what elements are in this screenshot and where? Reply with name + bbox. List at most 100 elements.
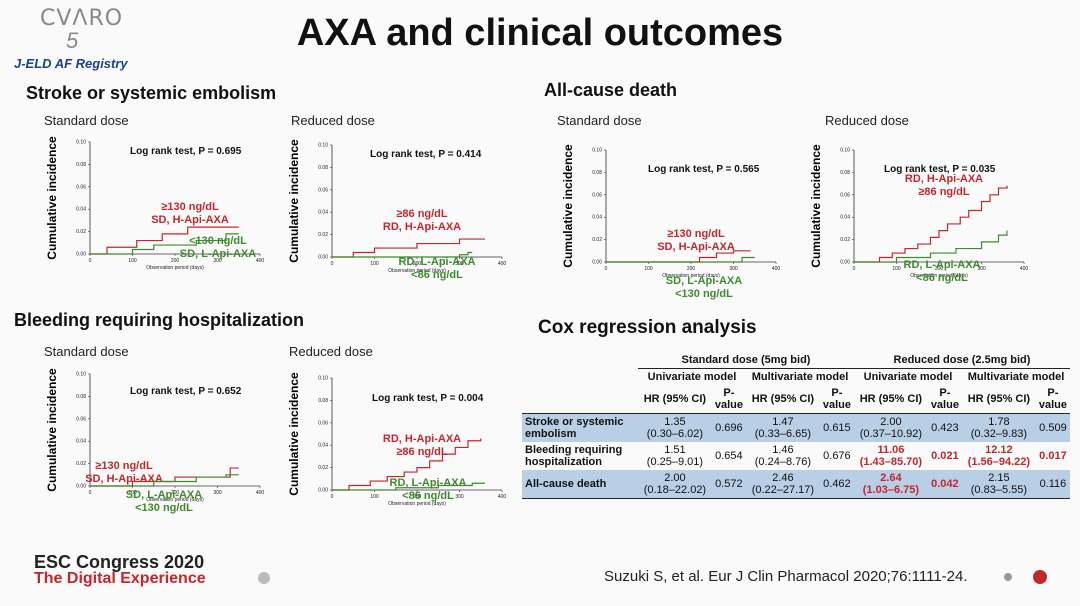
cox-hr-value: 1.35 <box>664 416 686 428</box>
cox-cell-p: 0.676 <box>819 442 854 470</box>
cox-model-header: Multivariate model <box>967 371 1065 383</box>
cox-hr-value: 2.15 <box>988 472 1010 484</box>
x-tick-label: 0 <box>605 266 608 272</box>
y-tick-label: 0.08 <box>76 394 86 400</box>
x-tick-label: 400 <box>498 261 507 267</box>
series-label: SD, L-Api-AXA <box>666 275 742 287</box>
cox-hr-ci: (0.30–6.02) <box>646 428 704 440</box>
cox-cell-hr: 2.46 (0.22–27.17) <box>745 470 820 499</box>
cox-hr-value: 11.06 <box>877 444 905 456</box>
x-tick-label: 400 <box>256 258 265 264</box>
x-axis-label: Observation period (days) <box>146 265 204 271</box>
cox-hr-value: 2.46 <box>772 472 794 484</box>
km-chart-death-standard: 0.00 0.02 0.04 0.06 0.08 0.10 0 100 200 300 400 Obs… <box>556 140 786 300</box>
subtitle-stroke-sd: Standard dose <box>44 113 129 128</box>
km-chart-bleeding-standard: 0.00 0.02 0.04 0.06 0.08 0.10 0 100 200 300 400 Obs… <box>40 364 270 519</box>
km-chart-death-reduced: 0.00 0.02 0.04 0.06 0.08 0.10 0 100 200 300 400 Obs… <box>804 140 1034 295</box>
y-tick-label: 0.08 <box>840 170 850 176</box>
cox-cell-hr: 11.06 (1.43–85.70) <box>853 442 928 470</box>
cox-model-header: Multivariate model <box>751 371 849 383</box>
cox-cell-p: 0.509 <box>1035 413 1070 442</box>
km-curve-low <box>90 233 239 255</box>
cox-cell-hr: 12.12 (1.56–94.22) <box>961 442 1036 470</box>
x-tick-label: 0 <box>331 261 334 267</box>
km-curve-low <box>90 474 239 487</box>
x-tick-label: 0 <box>853 266 856 272</box>
subtitle-bleed-sd: Standard dose <box>44 344 129 359</box>
y-tick-label: 0.10 <box>76 372 86 378</box>
km-curve-low <box>332 251 473 258</box>
cox-cell-hr: 2.00 (0.18–22.02) <box>638 470 712 499</box>
series-label: ≥130 ng/dL <box>667 228 725 240</box>
y-tick-label: 0.02 <box>318 232 328 238</box>
series-label: RD, L-Api-AXA <box>904 259 981 271</box>
series-label: SD, L-Api-AXA <box>126 489 202 501</box>
y-tick-label: 0.00 <box>76 252 86 258</box>
cox-col-p: P-value <box>930 387 959 411</box>
log-rank-annotation: Log rank test, P = 0.652 <box>130 386 242 397</box>
cox-cell-p: 0.654 <box>711 442 746 470</box>
y-tick-label: 0.10 <box>318 376 328 382</box>
cox-title: Cox regression analysis <box>538 317 757 338</box>
y-tick-label: 0.04 <box>840 215 850 221</box>
km-curve-low <box>606 256 755 263</box>
km-plot: 0.00 0.02 0.04 0.06 0.08 0.10 0 100 200 300 400 Obs… <box>45 368 264 514</box>
x-tick-label: 200 <box>935 266 944 272</box>
cox-cell-p: 0.462 <box>819 470 854 499</box>
cox-hr-value: 1.46 <box>772 444 794 456</box>
cox-group-standard: Standard dose (5mg bid) <box>638 352 854 369</box>
logo-number: 5 <box>66 28 79 53</box>
x-tick-label: 400 <box>1020 266 1029 272</box>
km-plot: 0.00 0.02 0.04 0.06 0.08 0.10 0 100 200 300 400 Obs… <box>287 139 507 281</box>
x-axis-label: Observation period (days) <box>910 273 968 279</box>
citation: Suzuki S, et al. Eur J Clin Pharmacol 20… <box>604 568 968 585</box>
x-tick-label: 100 <box>892 266 901 272</box>
cox-model-header: Univariate model <box>863 371 953 383</box>
y-tick-label: 0.10 <box>840 148 850 154</box>
series-label: SD, H-Api-AXA <box>657 241 735 253</box>
cox-header-blank <box>522 385 638 414</box>
km-curve-high <box>90 467 239 487</box>
cox-regression-table: Standard dose (5mg bid) Reduced dose (2.… <box>522 352 1070 499</box>
y-tick-label: 0.06 <box>76 184 86 190</box>
y-tick-label: 0.10 <box>592 148 602 154</box>
km-chart-stroke-standard: 0.00 0.02 0.04 0.06 0.08 0.10 0 100 200 300 400 Obs… <box>40 132 270 287</box>
km-curve-high <box>606 250 751 263</box>
y-tick-label: 0.04 <box>76 439 86 445</box>
cox-cell-hr: 1.51 (0.25–9.01) <box>638 442 712 470</box>
x-tick-label: 400 <box>772 266 781 272</box>
x-axis-label: Observation period (days) <box>662 273 720 279</box>
cox-row-outcome: Stroke or systemic embolism <box>522 413 638 442</box>
subtitle-bleed-rd: Reduced dose <box>289 344 373 359</box>
y-tick-label: 0.10 <box>76 140 86 146</box>
y-tick-label: 0.02 <box>840 237 850 243</box>
series-label: <130 ng/dL <box>135 502 193 514</box>
x-axis-label: Observation period (days) <box>388 268 446 274</box>
page-title: AXA and clinical outcomes <box>296 12 784 54</box>
y-tick-label: 0.04 <box>318 210 328 216</box>
subtitle-death-sd: Standard dose <box>557 113 642 128</box>
y-axis-label: Cumulative incidence <box>809 144 823 268</box>
series-label: <86 ng/dL <box>402 490 454 502</box>
y-tick-label: 0.06 <box>592 192 602 198</box>
log-rank-annotation: Log rank test, P = 0.414 <box>370 149 482 160</box>
x-axis-label: Observation period (days) <box>146 497 204 503</box>
y-tick-label: 0.00 <box>318 255 328 261</box>
cox-cell-hr: 1.47 (0.33–6.65) <box>745 413 820 442</box>
x-tick-label: 300 <box>729 266 738 272</box>
y-tick-label: 0.08 <box>318 398 328 404</box>
y-tick-label: 0.02 <box>76 461 86 467</box>
y-tick-label: 0.06 <box>318 420 328 426</box>
subtitle-death-rd: Reduced dose <box>825 113 909 128</box>
series-label: <86 ng/dL <box>916 272 968 284</box>
series-label: <130 ng/dL <box>189 235 247 247</box>
x-tick-label: 0 <box>331 494 334 500</box>
cox-hr-ci: (0.18–22.02) <box>643 484 707 496</box>
series-label: RD, H-Api-AXA <box>905 173 983 185</box>
series-label: RD, H-Api-AXA <box>383 221 461 233</box>
cox-cell-p: 0.572 <box>711 470 746 499</box>
x-tick-label: 200 <box>413 494 422 500</box>
cox-cell-p: 0.615 <box>819 413 854 442</box>
x-tick-label: 0 <box>89 258 92 264</box>
cox-cell-p: 0.696 <box>711 413 746 442</box>
